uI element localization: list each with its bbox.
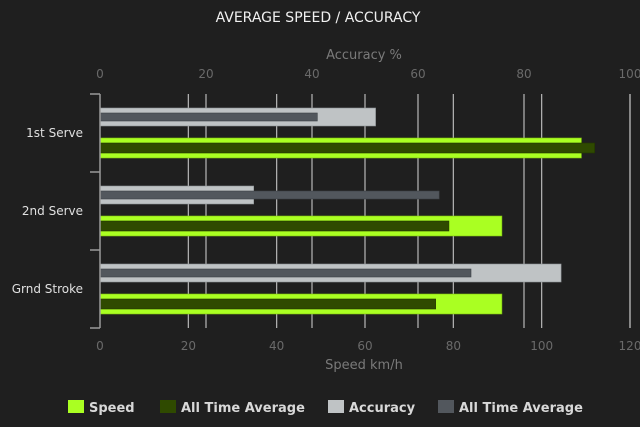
legend-label: Speed: [89, 401, 135, 416]
tick-label-accuracy: 20: [198, 67, 213, 81]
bottom-axis-label: Speed km/h: [325, 358, 403, 373]
tick-label-speed: 100: [530, 339, 553, 353]
bar-accuracy-all-time-average: [99, 112, 318, 122]
tick-label-speed: 40: [269, 339, 284, 353]
legend-swatch: [160, 400, 176, 413]
legend-item: Speed: [68, 400, 135, 416]
tick-label-speed: 80: [446, 339, 461, 353]
legend-item: All Time Average: [438, 400, 583, 416]
bar-speed-all-time-average: [99, 220, 450, 232]
tick-label-accuracy: 40: [304, 67, 319, 81]
tick-label-accuracy: 100: [619, 67, 640, 81]
category-label: Grnd Stroke: [12, 282, 83, 296]
tick-label-speed: 120: [619, 339, 640, 353]
tick-label-speed: 60: [357, 339, 372, 353]
category-label: 1st Serve: [26, 126, 83, 140]
legend-label: All Time Average: [181, 401, 305, 416]
tick-label-speed: 0: [96, 339, 104, 353]
bar-accuracy-all-time-average: [99, 268, 472, 278]
bar-speed-all-time-average: [99, 142, 595, 154]
legend-swatch: [438, 400, 454, 413]
top-axis-label: Accuracy %: [326, 48, 402, 63]
legend-item: Accuracy: [328, 400, 416, 416]
bar-speed-all-time-average: [99, 298, 436, 310]
category-label: 2nd Serve: [22, 204, 83, 218]
tick-label-accuracy: 60: [410, 67, 425, 81]
legend-swatch: [328, 400, 344, 413]
legend-item: All Time Average: [160, 400, 305, 416]
legend-label: All Time Average: [459, 401, 583, 416]
tick-label-accuracy: 0: [96, 67, 104, 81]
legend-swatch: [68, 400, 84, 413]
bar-accuracy-all-time-average: [99, 190, 440, 200]
legend-label: Accuracy: [349, 401, 416, 416]
chart-title: AVERAGE SPEED / ACCURACY: [216, 10, 421, 26]
tick-label-speed: 20: [181, 339, 196, 353]
tick-label-accuracy: 80: [516, 67, 531, 81]
